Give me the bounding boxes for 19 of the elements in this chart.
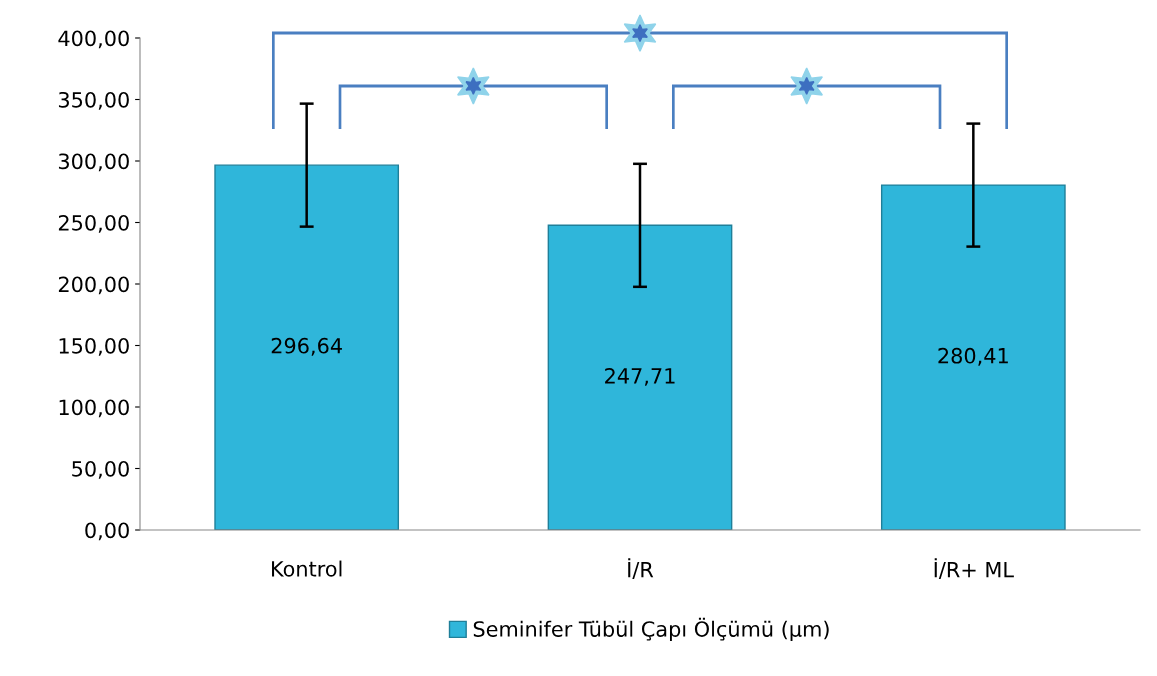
data-label: 296,64 xyxy=(271,337,342,356)
x-tick-label: İ/R+ ML xyxy=(934,558,1014,580)
y-tick-label: 150,00 xyxy=(59,337,129,356)
y-tick-label: 200,00 xyxy=(58,276,129,295)
y-tick-label: 350,00 xyxy=(58,91,129,110)
bar xyxy=(214,164,400,530)
x-tick-label: Kontrol xyxy=(272,560,342,577)
y-tick-label: 50,00 xyxy=(72,460,129,479)
bar xyxy=(547,224,733,530)
y-tick-label: 0,00 xyxy=(85,522,129,541)
legend-label: Seminifer Tübül Çapı Ölçümü (µm) xyxy=(473,617,829,641)
y-tick-label: 250,00 xyxy=(58,214,129,233)
x-tick-label: İ/R xyxy=(628,558,654,580)
y-tick-label: 300,00 xyxy=(58,153,129,172)
bar xyxy=(880,184,1066,530)
y-tick-label: 100,00 xyxy=(59,399,129,418)
data-label: 247,71 xyxy=(605,367,675,386)
y-tick-label: 400,00 xyxy=(58,30,129,49)
data-label: 280,41 xyxy=(938,347,1008,366)
